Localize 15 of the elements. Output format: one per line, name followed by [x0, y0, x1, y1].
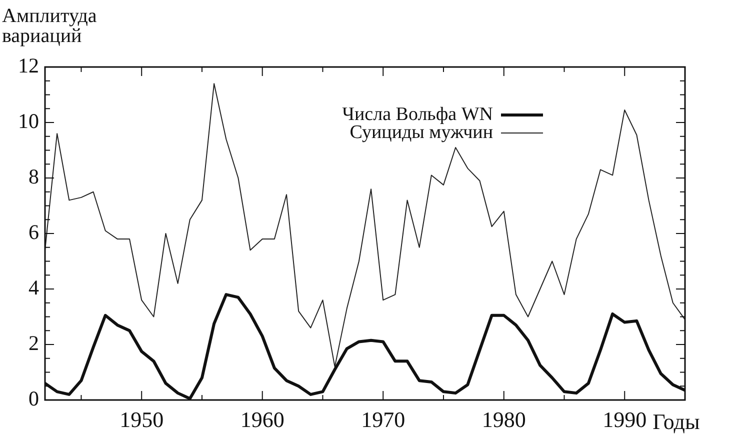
y-tick-label: 12 — [18, 54, 39, 78]
y-tick-label: 2 — [28, 331, 39, 356]
y-tick-label: 0 — [28, 386, 39, 411]
legend-label: Числа Вольфа WN — [342, 104, 494, 125]
x-tick-label: 1960 — [240, 406, 284, 432]
x-tick-label: 1970 — [361, 406, 406, 432]
x-axis-title: Годы — [652, 408, 700, 434]
y-tick-label: 8 — [28, 164, 39, 189]
x-tick-label: 1990 — [602, 406, 647, 432]
x-tick-label: 1980 — [482, 406, 526, 432]
y-tick-label: 4 — [28, 276, 40, 300]
y-axis-title: Амплитуда вариаций — [2, 5, 97, 47]
y-tick-label: 6 — [28, 220, 39, 244]
x-tick-label: 1950 — [120, 406, 164, 432]
y-tick-label: 10 — [18, 109, 39, 134]
